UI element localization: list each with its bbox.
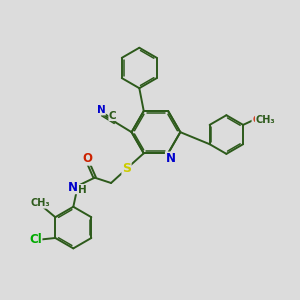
Text: S: S: [122, 162, 131, 175]
Text: N: N: [166, 152, 176, 165]
Text: CH₃: CH₃: [255, 115, 275, 125]
Text: C: C: [109, 110, 116, 121]
Text: N: N: [97, 105, 105, 115]
Text: O: O: [252, 115, 262, 125]
Text: Cl: Cl: [29, 233, 42, 246]
Text: O: O: [82, 152, 93, 165]
Text: H: H: [79, 184, 87, 194]
Text: CH₃: CH₃: [30, 198, 50, 208]
Text: N: N: [68, 181, 78, 194]
